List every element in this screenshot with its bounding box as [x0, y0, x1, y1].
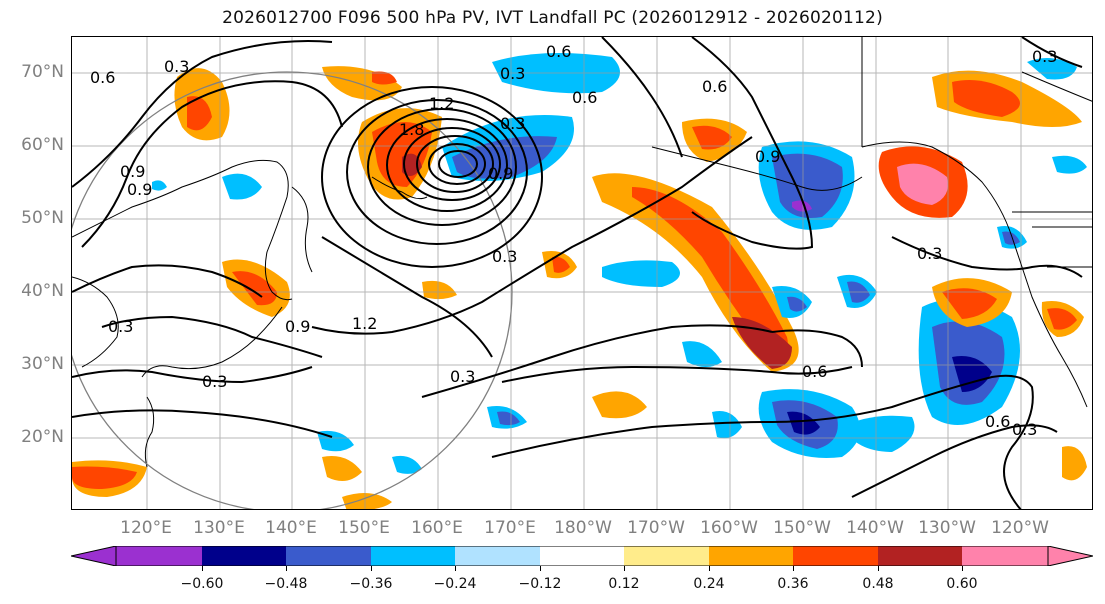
pv-shading	[72, 53, 1087, 509]
colorbar-bin	[624, 546, 709, 566]
colorbar-tick-label: 0.36	[777, 576, 809, 592]
lat-label-50n: 50°N	[21, 208, 64, 228]
contour-label: 0.6	[802, 362, 827, 381]
colorbar-tick-label: 0.24	[693, 576, 725, 592]
contour-label: 1.2	[352, 314, 377, 333]
gridlines	[72, 37, 1092, 509]
lon-label-130w: 130°W	[918, 518, 976, 538]
colorbar-tickmark	[624, 566, 625, 571]
colorbar-bin	[709, 546, 793, 566]
contour-label: 0.3	[450, 367, 475, 386]
lon-label-120w: 120°W	[991, 518, 1049, 538]
colorbar-tickmark	[371, 566, 372, 571]
figure-title: 2026012700 F096 500 hPa PV, IVT Landfall…	[222, 8, 883, 28]
lon-label-180w: 180°W	[554, 518, 612, 538]
colorbar-bin	[540, 546, 624, 566]
colorbar-bin	[202, 546, 286, 566]
contour-label: 0.9	[488, 164, 513, 183]
map-panel: 0.6 0.3 0.6 0.3 0.6 1.2 1.8 0.9 0.9 0.3 …	[71, 36, 1093, 510]
lat-label-60n: 60°N	[21, 135, 64, 155]
colorbar-bin	[455, 546, 540, 566]
contour-label: 0.3	[164, 57, 189, 76]
contour-label: 0.6	[985, 412, 1010, 431]
lon-label-150w: 150°W	[773, 518, 831, 538]
contour-label: 0.9	[285, 317, 310, 336]
lon-label-160w: 160°W	[700, 518, 758, 538]
contour-label: 0.3	[202, 372, 227, 391]
contour-label: 0.6	[90, 68, 115, 87]
colorbar-tickmark	[540, 566, 541, 571]
colorbar-bin	[793, 546, 878, 566]
colorbar-tickmark	[709, 566, 710, 571]
contour-label: 1.8	[399, 120, 424, 139]
range-ring	[72, 71, 513, 509]
lat-label-40n: 40°N	[21, 281, 64, 301]
colorbar-tickmark	[286, 566, 287, 571]
contour-label: 0.6	[546, 42, 571, 61]
contour-label-group: 0.6 0.3 0.6 0.3 0.6 1.2 1.8 0.9 0.9 0.3 …	[90, 42, 1057, 439]
contour-label: 1.2	[429, 94, 454, 113]
colorbar-tickmark	[878, 566, 879, 571]
colorbar-tickmark	[962, 566, 963, 571]
colorbar-tickmark	[793, 566, 794, 571]
contour-label: 0.9	[120, 162, 145, 181]
contour-label: 0.3	[1012, 420, 1037, 439]
colorbar-tick-label: −0.12	[518, 576, 562, 592]
colorbar-tickmark	[202, 566, 203, 571]
colorbar-tick-label: 0.60	[946, 576, 978, 592]
coastlines	[72, 37, 1092, 468]
colorbar-bin	[878, 546, 962, 566]
contour-label: 0.3	[917, 244, 942, 263]
contour-label: 0.9	[127, 180, 152, 199]
lon-label-170e: 170°E	[484, 518, 536, 538]
lon-label-170w: 170°W	[627, 518, 685, 538]
colorbar-tick-label: −0.36	[349, 576, 393, 592]
lat-label-30n: 30°N	[21, 354, 64, 374]
contour-label: 0.6	[572, 88, 597, 107]
colorbar-tick-label: 0.48	[862, 576, 894, 592]
contour-label: 0.3	[492, 247, 517, 266]
contour-label: 0.3	[500, 114, 525, 133]
lat-label-70n: 70°N	[21, 62, 64, 82]
contour-label: 0.6	[702, 77, 727, 96]
contour-label: 0.9	[755, 147, 780, 166]
contour-label: 0.3	[108, 317, 133, 336]
colorbar	[71, 546, 1093, 566]
colorbar-outline	[115, 546, 1049, 566]
colorbar-extend-low	[71, 546, 117, 566]
colorbar-tick-label: −0.60	[180, 576, 224, 592]
pv-contours	[72, 37, 1083, 509]
lon-label-160e: 160°E	[411, 518, 463, 538]
contour-label: 0.3	[1032, 47, 1057, 66]
colorbar-tick-label: −0.48	[264, 576, 308, 592]
colorbar-extend-high	[1047, 546, 1093, 566]
contour-label: 0.3	[500, 64, 525, 83]
lon-label-140w: 140°W	[846, 518, 904, 538]
lat-label-20n: 20°N	[21, 427, 64, 447]
colorbar-bin	[371, 546, 455, 566]
map-canvas: 0.6 0.3 0.6 0.3 0.6 1.2 1.8 0.9 0.9 0.3 …	[72, 37, 1092, 509]
lon-label-120e: 120°E	[120, 518, 172, 538]
lon-label-150e: 150°E	[338, 518, 390, 538]
colorbar-tick-label: −0.24	[433, 576, 477, 592]
lon-label-140e: 140°E	[265, 518, 317, 538]
colorbar-tickmark	[455, 566, 456, 571]
colorbar-bin	[116, 546, 202, 566]
lon-label-130e: 130°E	[193, 518, 245, 538]
colorbar-bin	[962, 546, 1048, 566]
colorbar-tick-label: 0.12	[608, 576, 640, 592]
colorbar-bin	[286, 546, 371, 566]
